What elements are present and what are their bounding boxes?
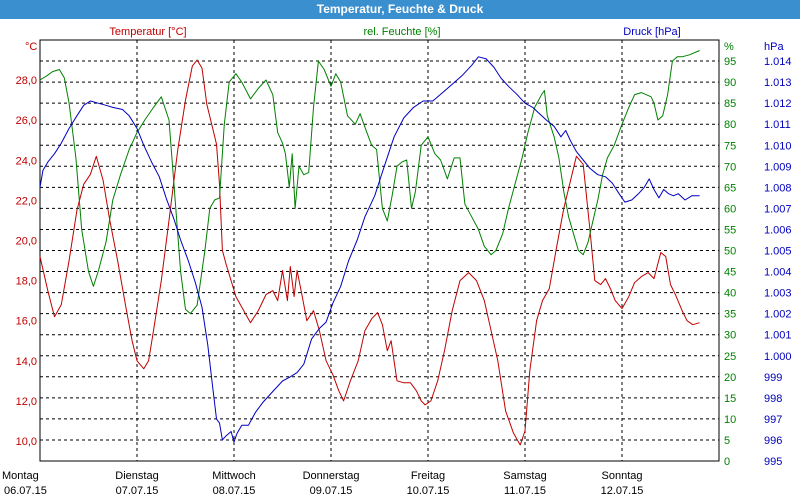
x-axis-labels: Montag 06.07.15 Dienstag 07.07.15 Mittwoch 08… xyxy=(2,470,643,497)
day-weekday-label: Samstag xyxy=(503,470,546,482)
humidity-tick-label: 90 xyxy=(724,77,736,89)
humidity-tick-label: 40 xyxy=(724,288,736,300)
temperature-tick-label: 16,0 xyxy=(16,316,37,328)
axis-titles: °C% hPa Temperatur [°C] rel. Feuchte [%] Dru… xyxy=(25,26,784,53)
temperature-tick-label: 28,0 xyxy=(16,75,37,87)
chart-title: Temperatur, Feuchte & Druck xyxy=(0,0,800,19)
pressure-tick-label: 1.006 xyxy=(764,224,792,236)
pressure-tick-label: 999 xyxy=(764,372,782,384)
day-weekday-label: Donnerstag xyxy=(303,470,360,482)
temperature-tick-label: 12,0 xyxy=(16,396,37,408)
pressure-tick-label: 1.000 xyxy=(764,351,792,363)
temperature-tick-label: 24,0 xyxy=(16,155,37,167)
axis-labels: 10,0 12,0 14,0 16,0 18,0 20,0 22,0 24,0 26,0 28,0… xyxy=(16,56,792,468)
temperature-series-title: Temperatur [°C] xyxy=(109,26,186,38)
pressure-series-title: Druck [hPa] xyxy=(623,26,680,38)
humidity-tick-label: 50 xyxy=(724,246,736,258)
grid xyxy=(40,40,719,461)
humidity-tick-label: 80 xyxy=(724,119,736,131)
humidity-tick-label: 55 xyxy=(724,224,736,236)
day-date-label: 08.07.15 xyxy=(213,485,256,497)
pressure-tick-label: 998 xyxy=(764,393,782,405)
humidity-tick-label: 5 xyxy=(724,435,730,447)
day-date-label: 11.07.15 xyxy=(504,485,546,497)
day-weekday-label: Mittwoch xyxy=(212,470,255,482)
pressure-tick-label: 1.009 xyxy=(764,161,792,173)
pressure-tick-label: 1.011 xyxy=(764,119,791,131)
series-lines xyxy=(39,50,700,446)
temperature-tick-label: 14,0 xyxy=(16,356,37,368)
humidity-tick-label: 95 xyxy=(724,56,736,68)
humidity-tick-label: 85 xyxy=(724,98,736,110)
day-weekday-label: Sonntag xyxy=(602,470,643,482)
pressure-tick-label: 1.004 xyxy=(764,267,792,279)
day-weekday-label: Dienstag xyxy=(115,470,158,482)
temperature-tick-label: 26,0 xyxy=(16,115,37,127)
humidity-unit-label: % xyxy=(724,41,734,53)
humidity-tick-label: 20 xyxy=(724,372,736,384)
day-date-label: 10.07.15 xyxy=(407,485,450,497)
humidity-tick-label: 35 xyxy=(724,309,736,321)
temperature-tick-label: 22,0 xyxy=(16,195,37,207)
humidity-tick-label: 15 xyxy=(724,393,736,405)
humidity-series-line xyxy=(39,50,700,315)
humidity-series-title: rel. Feuchte [%] xyxy=(363,26,440,38)
pressure-tick-label: 1.001 xyxy=(764,330,792,342)
temperature-tick-label: 18,0 xyxy=(16,276,37,288)
day-weekday-label: Montag xyxy=(2,470,39,482)
temperature-unit-label: °C xyxy=(25,41,37,53)
pressure-tick-label: 1.012 xyxy=(764,98,792,110)
pressure-tick-label: 1.002 xyxy=(764,309,792,321)
pressure-series-line xyxy=(39,56,700,443)
humidity-tick-label: 60 xyxy=(724,203,736,215)
humidity-tick-label: 25 xyxy=(724,351,736,363)
pressure-tick-label: 995 xyxy=(764,456,782,468)
pressure-tick-label: 1.008 xyxy=(764,182,792,194)
pressure-tick-label: 1.007 xyxy=(764,203,792,215)
pressure-tick-label: 1.003 xyxy=(764,288,792,300)
temperature-tick-label: 20,0 xyxy=(16,235,37,247)
pressure-tick-label: 1.013 xyxy=(764,77,792,89)
humidity-tick-label: 30 xyxy=(724,330,736,342)
temperature-tick-label: 10,0 xyxy=(16,436,37,448)
plot-frame xyxy=(39,39,720,462)
day-date-label: 12.07.15 xyxy=(601,485,644,497)
humidity-tick-label: 70 xyxy=(724,161,736,173)
pressure-tick-label: 1.010 xyxy=(764,140,792,152)
pressure-tick-label: 996 xyxy=(764,435,782,447)
humidity-tick-label: 75 xyxy=(724,140,736,152)
day-weekday-label: Freitag xyxy=(411,470,445,482)
humidity-tick-label: 65 xyxy=(724,182,736,194)
day-date-label: 06.07.15 xyxy=(4,485,47,497)
pressure-tick-label: 1.014 xyxy=(764,56,792,68)
temperature-series-line xyxy=(39,59,700,446)
pressure-tick-label: 997 xyxy=(764,414,782,426)
humidity-tick-label: 45 xyxy=(724,267,736,279)
humidity-tick-label: 0 xyxy=(724,456,730,468)
pressure-tick-label: 1.005 xyxy=(764,246,792,258)
day-date-label: 09.07.15 xyxy=(310,485,353,497)
humidity-tick-label: 10 xyxy=(724,414,736,426)
pressure-unit-label: hPa xyxy=(764,41,784,53)
day-date-label: 07.07.15 xyxy=(116,485,159,497)
